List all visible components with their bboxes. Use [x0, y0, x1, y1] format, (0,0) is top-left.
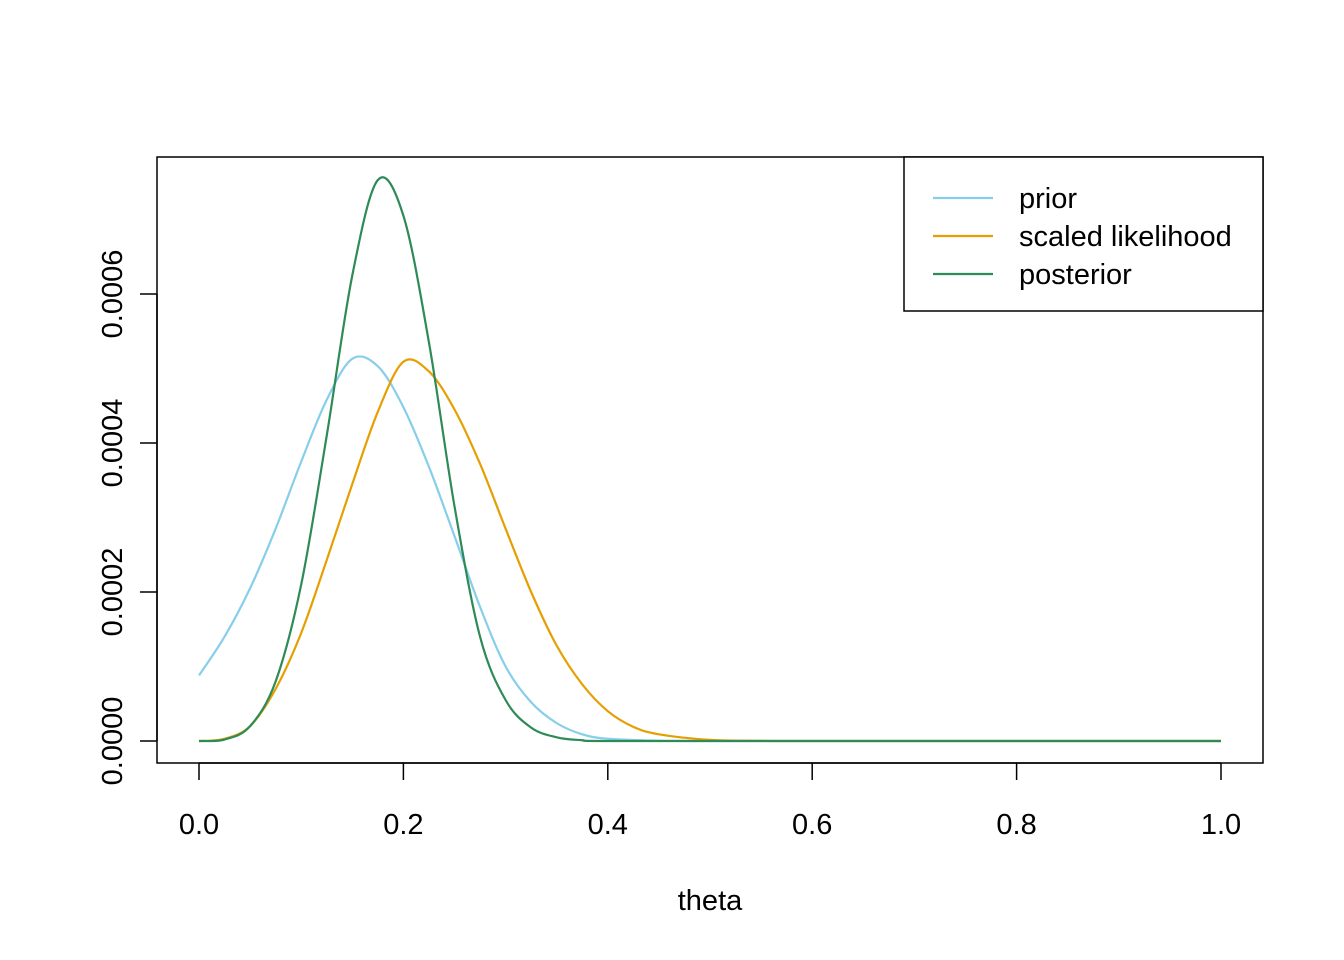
series-line-scaled-likelihood	[198, 358, 1221, 743]
legend-box	[903, 156, 1264, 312]
legend-label: prior	[1019, 183, 1077, 215]
legend-label: posterior	[1019, 259, 1132, 291]
x-tick-label: 0.2	[383, 809, 423, 841]
series-line-posterior	[198, 176, 1221, 743]
x-axis-title: theta	[678, 885, 743, 917]
x-tick-label: 0.8	[996, 809, 1036, 841]
y-tick-label: 0.0000	[97, 697, 129, 786]
x-tick-label: 0.4	[588, 809, 628, 841]
series-layer	[198, 176, 1221, 743]
x-tick-label: 0.0	[179, 809, 219, 841]
legend: prior scaled likelihood posterior	[903, 156, 1264, 312]
y-tick-label: 0.0002	[97, 548, 129, 637]
y-axis: 0.0000 0.0002 0.0004 0.0006	[97, 250, 158, 786]
x-tick-label: 1.0	[1201, 809, 1241, 841]
y-tick-label: 0.0004	[97, 399, 129, 488]
legend-label: scaled likelihood	[1019, 221, 1232, 253]
x-tick-label: 0.6	[792, 809, 832, 841]
x-axis: 0.0 0.2 0.4 0.6 0.8 1.0	[179, 762, 1241, 841]
series-line-prior	[198, 355, 1221, 743]
y-tick-label: 0.0006	[97, 250, 129, 339]
